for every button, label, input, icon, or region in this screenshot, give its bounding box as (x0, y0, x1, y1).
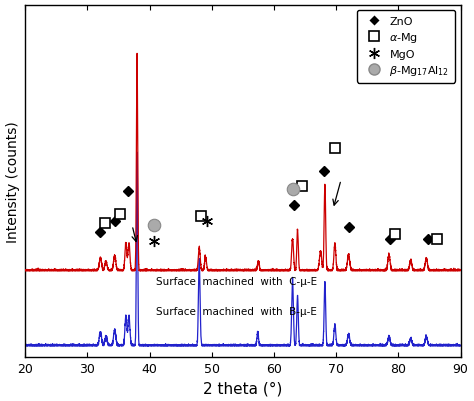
Text: Surface  machined  with  B-μ-E: Surface machined with B-μ-E (156, 306, 317, 316)
Y-axis label: Intensity (counts): Intensity (counts) (6, 121, 19, 242)
Text: Surface  machined  with  C-μ-E: Surface machined with C-μ-E (156, 277, 317, 287)
X-axis label: 2 theta (°): 2 theta (°) (203, 381, 283, 395)
Legend: ZnO, $\alpha$-Mg, MgO, $\beta$-Mg$_{17}$Al$_{12}$: ZnO, $\alpha$-Mg, MgO, $\beta$-Mg$_{17}$… (357, 11, 455, 83)
